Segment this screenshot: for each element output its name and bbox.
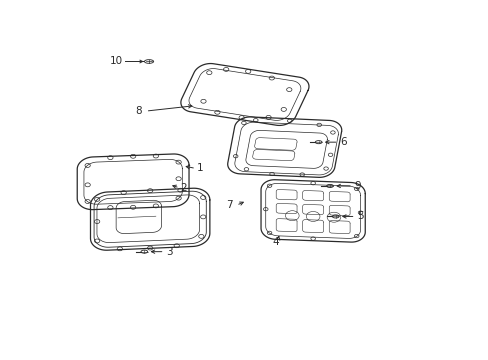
Text: 10: 10 — [109, 57, 122, 67]
Text: 6: 6 — [340, 137, 346, 147]
Text: 7: 7 — [225, 201, 232, 210]
Text: 3: 3 — [166, 247, 173, 257]
Text: 9: 9 — [354, 181, 361, 191]
Text: 4: 4 — [272, 237, 279, 247]
Text: 1: 1 — [196, 163, 203, 174]
Text: 2: 2 — [180, 183, 187, 193]
Text: 5: 5 — [357, 211, 364, 221]
Text: 8: 8 — [135, 106, 142, 116]
